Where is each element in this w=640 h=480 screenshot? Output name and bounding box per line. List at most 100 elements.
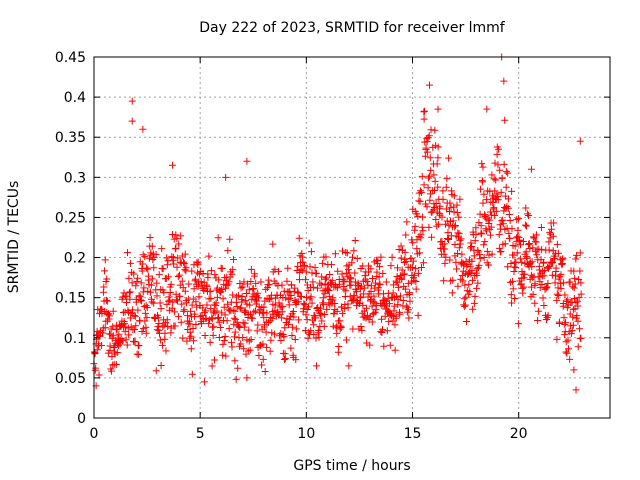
data-point [133,277,141,285]
data-point [229,307,237,315]
data-point [301,276,309,284]
data-point [325,292,333,300]
data-point [132,282,140,290]
data-point [176,292,184,300]
data-point [458,250,466,258]
data-point [505,211,513,219]
data-point [563,297,571,305]
data-point [101,324,109,332]
data-point [405,314,413,322]
data-point [203,301,211,309]
data-point [387,262,395,270]
data-point [500,160,508,168]
data-point [436,202,444,210]
data-point [162,319,170,327]
data-point [110,344,118,352]
data-point [534,317,542,325]
data-point [394,264,402,272]
data-point [402,302,410,310]
data-point [394,283,402,291]
data-point [520,274,528,282]
data-point [414,212,422,220]
data-point [402,258,410,266]
data-point [298,267,306,275]
data-point [211,309,219,317]
data-point [445,154,453,162]
data-point [445,236,453,244]
data-point [454,229,462,237]
data-point [434,143,442,151]
data-point [568,327,576,335]
data-point [318,273,326,281]
data-point [169,298,177,306]
data-point [157,361,165,369]
data-point [312,314,320,322]
data-point [328,277,336,285]
data-point [254,321,262,329]
data-point [423,138,431,146]
data-point [148,298,156,306]
data-point [399,296,407,304]
data-point [406,289,414,297]
data-point [135,341,143,349]
data-point [247,278,255,286]
data-point [415,197,423,205]
y-tick-label: 0.35 [55,130,86,146]
data-point [160,289,168,297]
data-point [434,105,442,113]
data-point [99,329,107,337]
data-point [430,186,438,194]
data-point [179,284,187,292]
data-point [308,299,316,307]
data-point [351,236,359,244]
data-point [142,329,150,337]
data-point [135,350,143,358]
data-point [162,347,170,355]
data-point [451,223,459,231]
data-point [369,310,377,318]
data-point [549,232,557,240]
data-point [577,334,585,342]
data-point [370,292,378,300]
data-point [446,199,454,207]
data-point [115,330,123,338]
data-point [572,255,580,263]
data-point [231,333,239,341]
data-point [527,165,535,173]
data-point [263,309,271,317]
data-point [400,270,408,278]
data-point [161,335,169,343]
data-point [449,276,457,284]
data-point [526,259,534,267]
data-point [545,264,553,272]
data-point [564,336,572,344]
data-point [561,331,569,339]
data-point [205,320,213,328]
data-point [144,272,152,280]
y-tick-label: 0 [77,411,86,427]
data-point [171,308,179,316]
data-point [345,362,353,370]
data-point [337,323,345,331]
data-point [497,247,505,255]
data-point [193,303,201,311]
data-point [442,253,450,261]
data-point [124,324,132,332]
data-point [444,234,452,242]
data-point [390,302,398,310]
data-point [255,294,263,302]
data-point [339,247,347,255]
data-point [470,252,478,260]
data-point [216,323,224,331]
data-point [224,300,232,308]
data-point [211,271,219,279]
data-point [438,213,446,221]
data-point [195,293,203,301]
data-point [479,163,487,171]
data-point [392,277,400,285]
data-point [447,187,455,195]
data-point [317,281,325,289]
data-point [275,299,283,307]
data-point [209,331,217,339]
data-point [494,192,502,200]
